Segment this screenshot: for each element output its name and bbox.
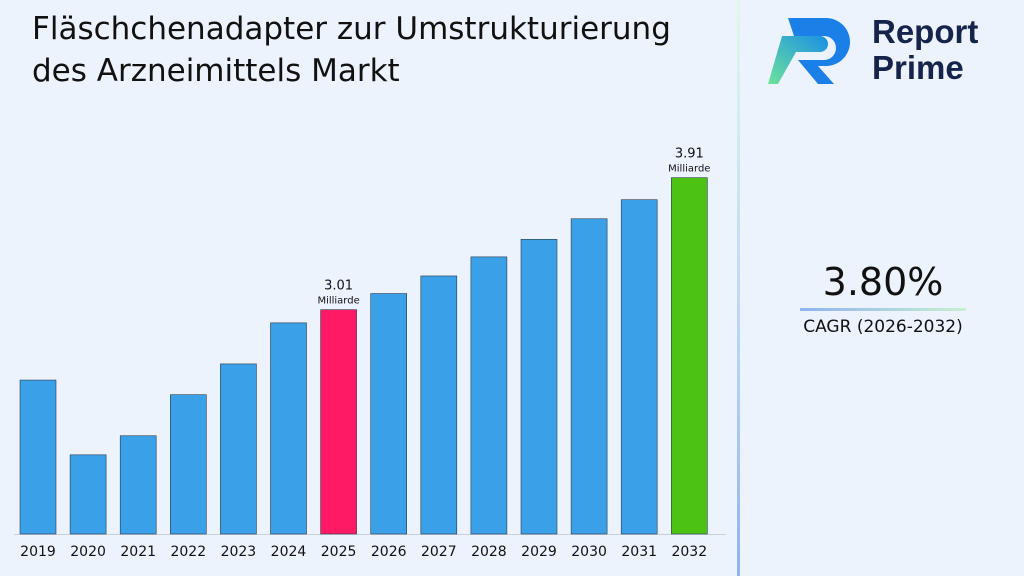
x-tick-label-2027: 2027: [421, 544, 457, 560]
bar-2020: [69, 454, 107, 535]
x-tick-label-2030: 2030: [571, 544, 607, 560]
bar-2030: [570, 218, 608, 535]
report-prime-logo: Report Prime: [768, 14, 1008, 90]
data-label-unit-2032: Milliarde: [668, 164, 710, 175]
chart-title: Fläschchenadapter zur Umstrukturierung d…: [32, 11, 671, 89]
bar-2032: [670, 177, 708, 535]
bar-2029: [520, 238, 558, 535]
divider: [737, 0, 740, 576]
x-tick-label-2031: 2031: [621, 544, 657, 560]
cagr-value: 3.80%: [822, 260, 944, 304]
x-tick-label-2028: 2028: [471, 544, 507, 560]
x-tick-label-2021: 2021: [120, 544, 156, 560]
cagr-label: CAGR (2026-2032): [803, 317, 963, 337]
bar-2026: [370, 293, 408, 535]
bar-2023: [220, 363, 257, 535]
bar-2028: [470, 256, 508, 535]
cagr-underline: [800, 308, 966, 311]
bar-2027: [420, 275, 458, 535]
data-label-value-2025: 3.01: [324, 279, 353, 294]
bar-2031: [620, 199, 658, 535]
x-tick-label-2022: 2022: [170, 544, 206, 560]
bar-2024: [270, 322, 307, 535]
x-tick-label-2020: 2020: [70, 544, 106, 560]
bar-2022: [170, 394, 207, 535]
x-tick-label-2019: 2019: [20, 544, 56, 560]
x-tick-label-2023: 2023: [221, 544, 257, 560]
data-label-value-2032: 3.91: [675, 147, 704, 162]
x-tick-label-2029: 2029: [521, 544, 557, 560]
x-tick-label-2026: 2026: [371, 544, 407, 560]
cagr-panel: 3.80% CAGR (2026-2032): [800, 258, 966, 337]
bar-2021: [119, 435, 157, 535]
bar-chart: 2019 2020 2021 2022 2023 2024 2025 2026 2027 2028…: [14, 147, 726, 560]
x-tick-label-2025: 2025: [321, 544, 357, 560]
bar-2019: [19, 379, 57, 535]
bar-2025: [320, 309, 357, 535]
logo-line1: Report: [872, 13, 979, 50]
x-tick-label-2024: 2024: [271, 544, 307, 560]
logo-icon: [768, 18, 850, 84]
data-label-unit-2025: Milliarde: [317, 296, 359, 307]
x-tick-label-2032: 2032: [671, 544, 707, 560]
logo-line2: Prime: [872, 49, 964, 86]
